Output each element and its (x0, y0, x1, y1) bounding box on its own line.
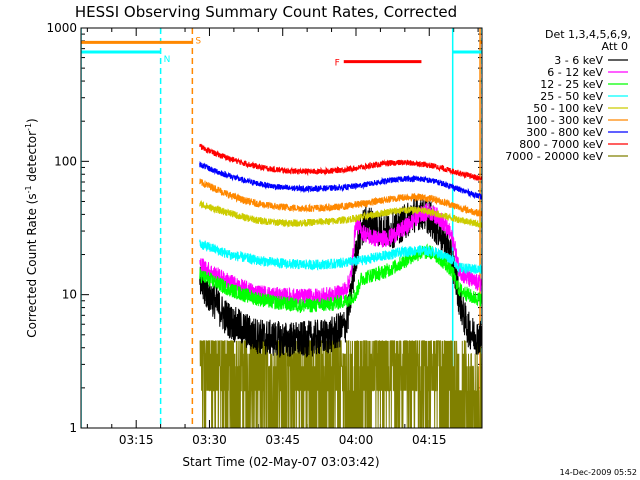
x-axis-label: Start Time (02-May-07 03:03:42) (182, 455, 379, 469)
x-tick-label: 04:15 (412, 433, 447, 447)
flag-label: S (195, 36, 201, 46)
x-tick-label: 03:15 (119, 433, 154, 447)
legend-label: 800 - 7000 keV (519, 138, 603, 151)
y-tick-label: 10 (62, 288, 77, 302)
x-tick-labels: 03:15 03:30 03:45 04:00 04:15 (119, 433, 447, 447)
y-tick-label: 100 (54, 154, 77, 168)
x-tick-label: 03:30 (192, 433, 227, 447)
y-axis-label-part: detector (25, 131, 39, 186)
legend-label: 12 - 25 keV (540, 78, 603, 91)
x-tick-label: 04:00 (339, 433, 374, 447)
y-axis-label-part: ) (25, 118, 39, 123)
y-axis-label-sup: -1 (24, 185, 33, 193)
legend-label: 300 - 800 keV (526, 126, 603, 139)
series-line (199, 143, 482, 182)
y-axis-label: Corrected Count Rate (s-1 detector-1) (24, 118, 39, 337)
flag-bars: S N F (81, 36, 482, 69)
chart-title: HESSI Observing Summary Count Rates, Cor… (75, 3, 457, 21)
legend-header: Att 0 (602, 40, 628, 53)
flag-label: F (335, 59, 340, 69)
series-lines (199, 143, 482, 428)
legend-label: 6 - 12 keV (547, 66, 603, 79)
y-tick-label: 1000 (46, 21, 77, 35)
series-line (199, 199, 482, 229)
series-line (199, 243, 482, 314)
series-line (199, 178, 482, 218)
series-line (199, 340, 482, 428)
legend-label: 25 - 50 keV (540, 90, 603, 103)
series-line (199, 161, 482, 200)
flag-label: N (164, 55, 171, 65)
series-line (199, 239, 482, 275)
legend-label: 100 - 300 keV (526, 114, 603, 127)
plot-frame (80, 27, 483, 429)
y-tick-labels: 1 10 100 1000 (46, 21, 77, 435)
y-axis-label-part: Corrected Count Rate (s (25, 193, 39, 337)
y-axis-label-sup: -1 (24, 123, 33, 131)
series-line (199, 194, 482, 358)
x-tick-label: 03:45 (265, 433, 300, 447)
legend-label: 50 - 100 keV (533, 102, 603, 115)
legend-label: 3 - 6 keV (554, 54, 603, 67)
legend-label: 7000 - 20000 keV (505, 150, 603, 163)
timestamp: 14-Dec-2009 05:52 (560, 468, 637, 477)
y-tick-label: 1 (69, 421, 77, 435)
legend-header: Det 1,3,4,5,6,9, (545, 28, 631, 41)
series-line (199, 202, 482, 306)
